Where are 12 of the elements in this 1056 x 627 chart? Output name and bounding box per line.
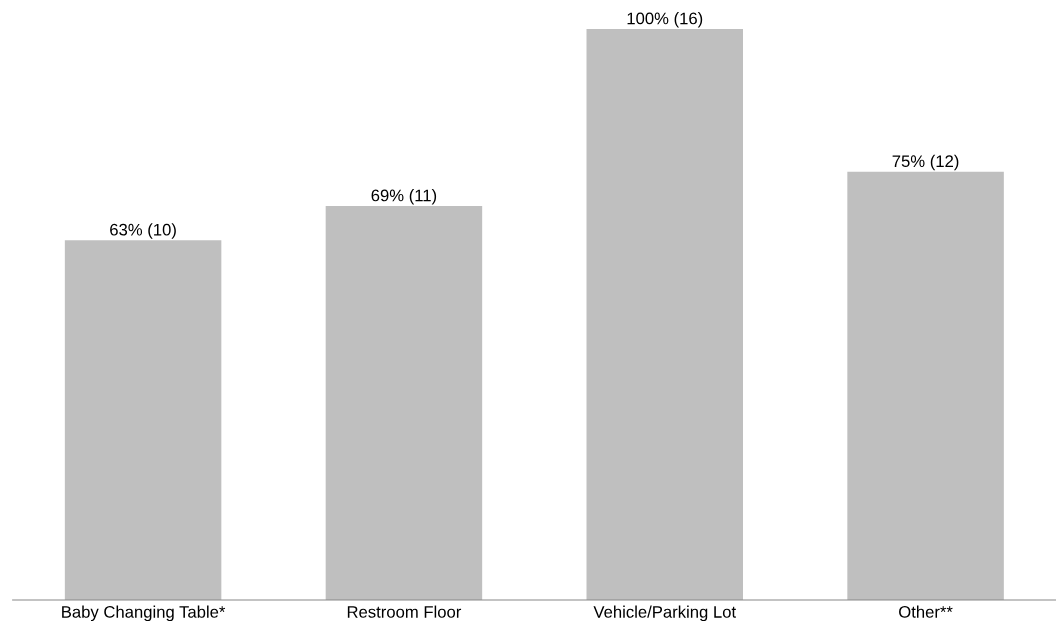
data-label: 100% (16)	[627, 12, 703, 28]
data-label: 69% (11)	[371, 189, 437, 205]
x-tick-label: Baby Changing Table*	[62, 605, 226, 622]
x-tick-label: Vehicle/Parking Lot	[593, 605, 736, 622]
data-label: 75% (12)	[892, 154, 959, 171]
bar	[847, 171, 1004, 600]
bar	[325, 206, 483, 600]
x-tick-label: Other**	[899, 605, 953, 618]
data-label: 63% (10)	[110, 223, 176, 239]
x-tick-label: Restroom Floor	[347, 605, 462, 618]
bar	[64, 240, 222, 600]
bar	[586, 29, 743, 600]
